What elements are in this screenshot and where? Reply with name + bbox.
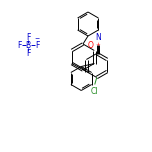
Text: O: O <box>87 40 93 50</box>
Text: B: B <box>25 40 31 50</box>
Text: Cl: Cl <box>91 88 98 97</box>
Text: F: F <box>17 40 21 50</box>
Text: N: N <box>95 33 101 41</box>
Text: F: F <box>26 48 30 57</box>
Text: F: F <box>26 33 30 41</box>
Text: F: F <box>35 40 39 50</box>
Text: −: − <box>34 35 39 40</box>
Text: +: + <box>96 43 100 47</box>
